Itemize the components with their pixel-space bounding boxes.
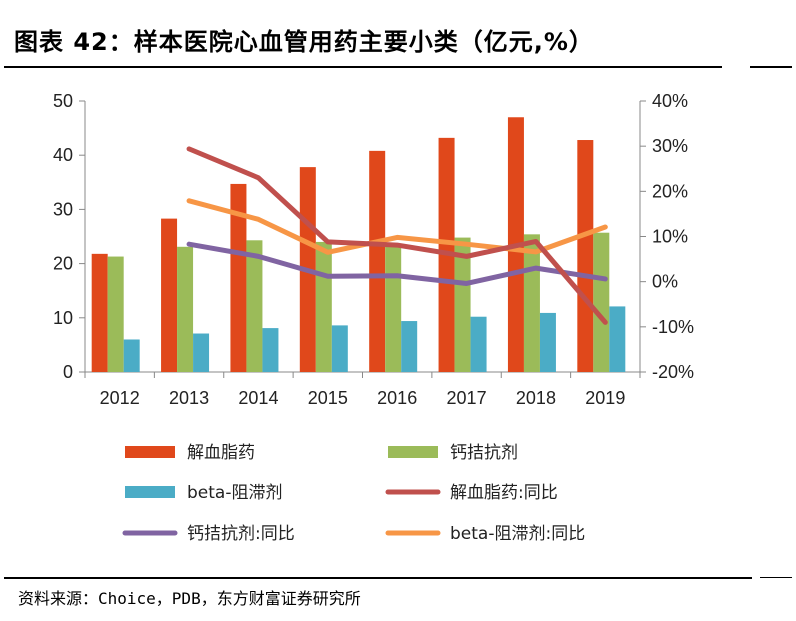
- line-point-2-0: [188, 200, 190, 202]
- line-series: [186, 146, 608, 325]
- line-point-0-2: [327, 241, 329, 243]
- bar-0-2019: [577, 140, 594, 372]
- line-point-1-5: [535, 267, 537, 269]
- bar-1-2013: [177, 246, 194, 372]
- line-point-1-0: [188, 243, 190, 245]
- line-point-0-1: [257, 177, 259, 179]
- y-left-tick-label: 10: [53, 308, 73, 328]
- bar-0-2013: [161, 218, 178, 372]
- y-left-tick-label: 20: [53, 254, 73, 274]
- line-point-2-2: [327, 251, 329, 253]
- line-point-2-4: [466, 243, 468, 245]
- x-tick-label: 2019: [585, 388, 625, 408]
- bar-2-2016: [401, 321, 418, 372]
- legend-swatch-2: [125, 486, 175, 498]
- x-tick-label: 2013: [169, 388, 209, 408]
- line-point-0-5: [535, 240, 537, 242]
- legend-label-3: 解血脂药:同比: [450, 483, 558, 503]
- bar-1-2017: [454, 237, 471, 372]
- line-point-0-4: [466, 255, 468, 257]
- bar-1-2018: [523, 234, 540, 372]
- y-right-tick-label: 20%: [652, 181, 688, 201]
- legend-label-0: 解血脂药: [187, 443, 255, 463]
- source-rule: [4, 577, 752, 579]
- bar-0-2014: [230, 183, 247, 372]
- bar-1-2019: [593, 232, 610, 372]
- y-right-tick-label: -10%: [652, 317, 694, 337]
- legend-swatch-0: [125, 446, 175, 458]
- y-left-tick-label: 0: [63, 362, 73, 382]
- x-tick-label: 2018: [516, 388, 556, 408]
- line-point-1-2: [327, 275, 329, 277]
- bar-2-2017: [470, 316, 487, 372]
- line-point-0-0: [188, 148, 190, 150]
- line-point-2-1: [257, 218, 259, 220]
- bar-2-2012: [123, 339, 140, 372]
- x-tick-label: 2015: [308, 388, 348, 408]
- line-point-2-6: [604, 226, 606, 228]
- bar-1-2014: [246, 240, 263, 372]
- bar-0-2016: [369, 150, 386, 372]
- legend-label-2: beta-阻滞剂: [187, 483, 282, 503]
- bar-2-2013: [193, 333, 210, 372]
- legend-label-4: 钙拮抗剂:同比: [187, 524, 295, 544]
- bar-2-2014: [262, 328, 279, 372]
- y-right-tick-label: 10%: [652, 227, 688, 247]
- page-title: 图表 42：样本医院心血管用药主要小类（亿元,%）: [14, 28, 594, 56]
- bar-1-2016: [385, 244, 402, 372]
- line-point-2-5: [535, 251, 537, 253]
- bar-2-2018: [539, 312, 556, 372]
- legend-label-5: beta-阻滞剂:同比: [450, 524, 585, 544]
- y-left-tick-label: 30: [53, 199, 73, 219]
- line-point-0-6: [604, 321, 606, 323]
- y-right-tick-label: 30%: [652, 136, 688, 156]
- bar-1-2015: [315, 241, 332, 372]
- line-point-1-3: [396, 275, 398, 277]
- x-tick-labels: 2012 2013 2014 2015 2016 2017 2018 2019: [100, 388, 626, 408]
- y-right-tick-label: 0%: [652, 272, 678, 292]
- title-rule-tail: [750, 66, 792, 68]
- x-tick-label: 2016: [377, 388, 417, 408]
- line-point-0-3: [396, 244, 398, 246]
- x-tick-label: 2017: [447, 388, 487, 408]
- line-point-1-6: [604, 278, 606, 280]
- line-point-1-4: [466, 282, 468, 284]
- y-right-tick-label: 40%: [652, 91, 688, 111]
- y-left-tick-label: 50: [53, 91, 73, 111]
- line-point-2-3: [396, 236, 398, 238]
- y-right-tick-label: -20%: [652, 362, 694, 382]
- source-note: 资料来源：Choice，PDB，东方财富证券研究所: [18, 589, 361, 608]
- x-tick-label: 2012: [100, 388, 140, 408]
- line-point-1-1: [257, 255, 259, 257]
- legend-label-1: 钙拮抗剂: [450, 443, 518, 463]
- chart-axes: 0 10 20 30 40 50 -20% -10% 0% 10% 20% 30% 40%: [53, 91, 694, 382]
- title-rule: [4, 66, 722, 68]
- bar-2-2015: [331, 325, 348, 372]
- legend-swatch-1: [388, 446, 438, 458]
- bar-2-2019: [609, 306, 626, 372]
- bar-0-2012: [91, 253, 108, 372]
- y-left-tick-label: 40: [53, 145, 73, 165]
- source-rule-tail: [760, 577, 792, 578]
- bar-1-2012: [107, 256, 124, 372]
- x-tick-label: 2014: [238, 388, 278, 408]
